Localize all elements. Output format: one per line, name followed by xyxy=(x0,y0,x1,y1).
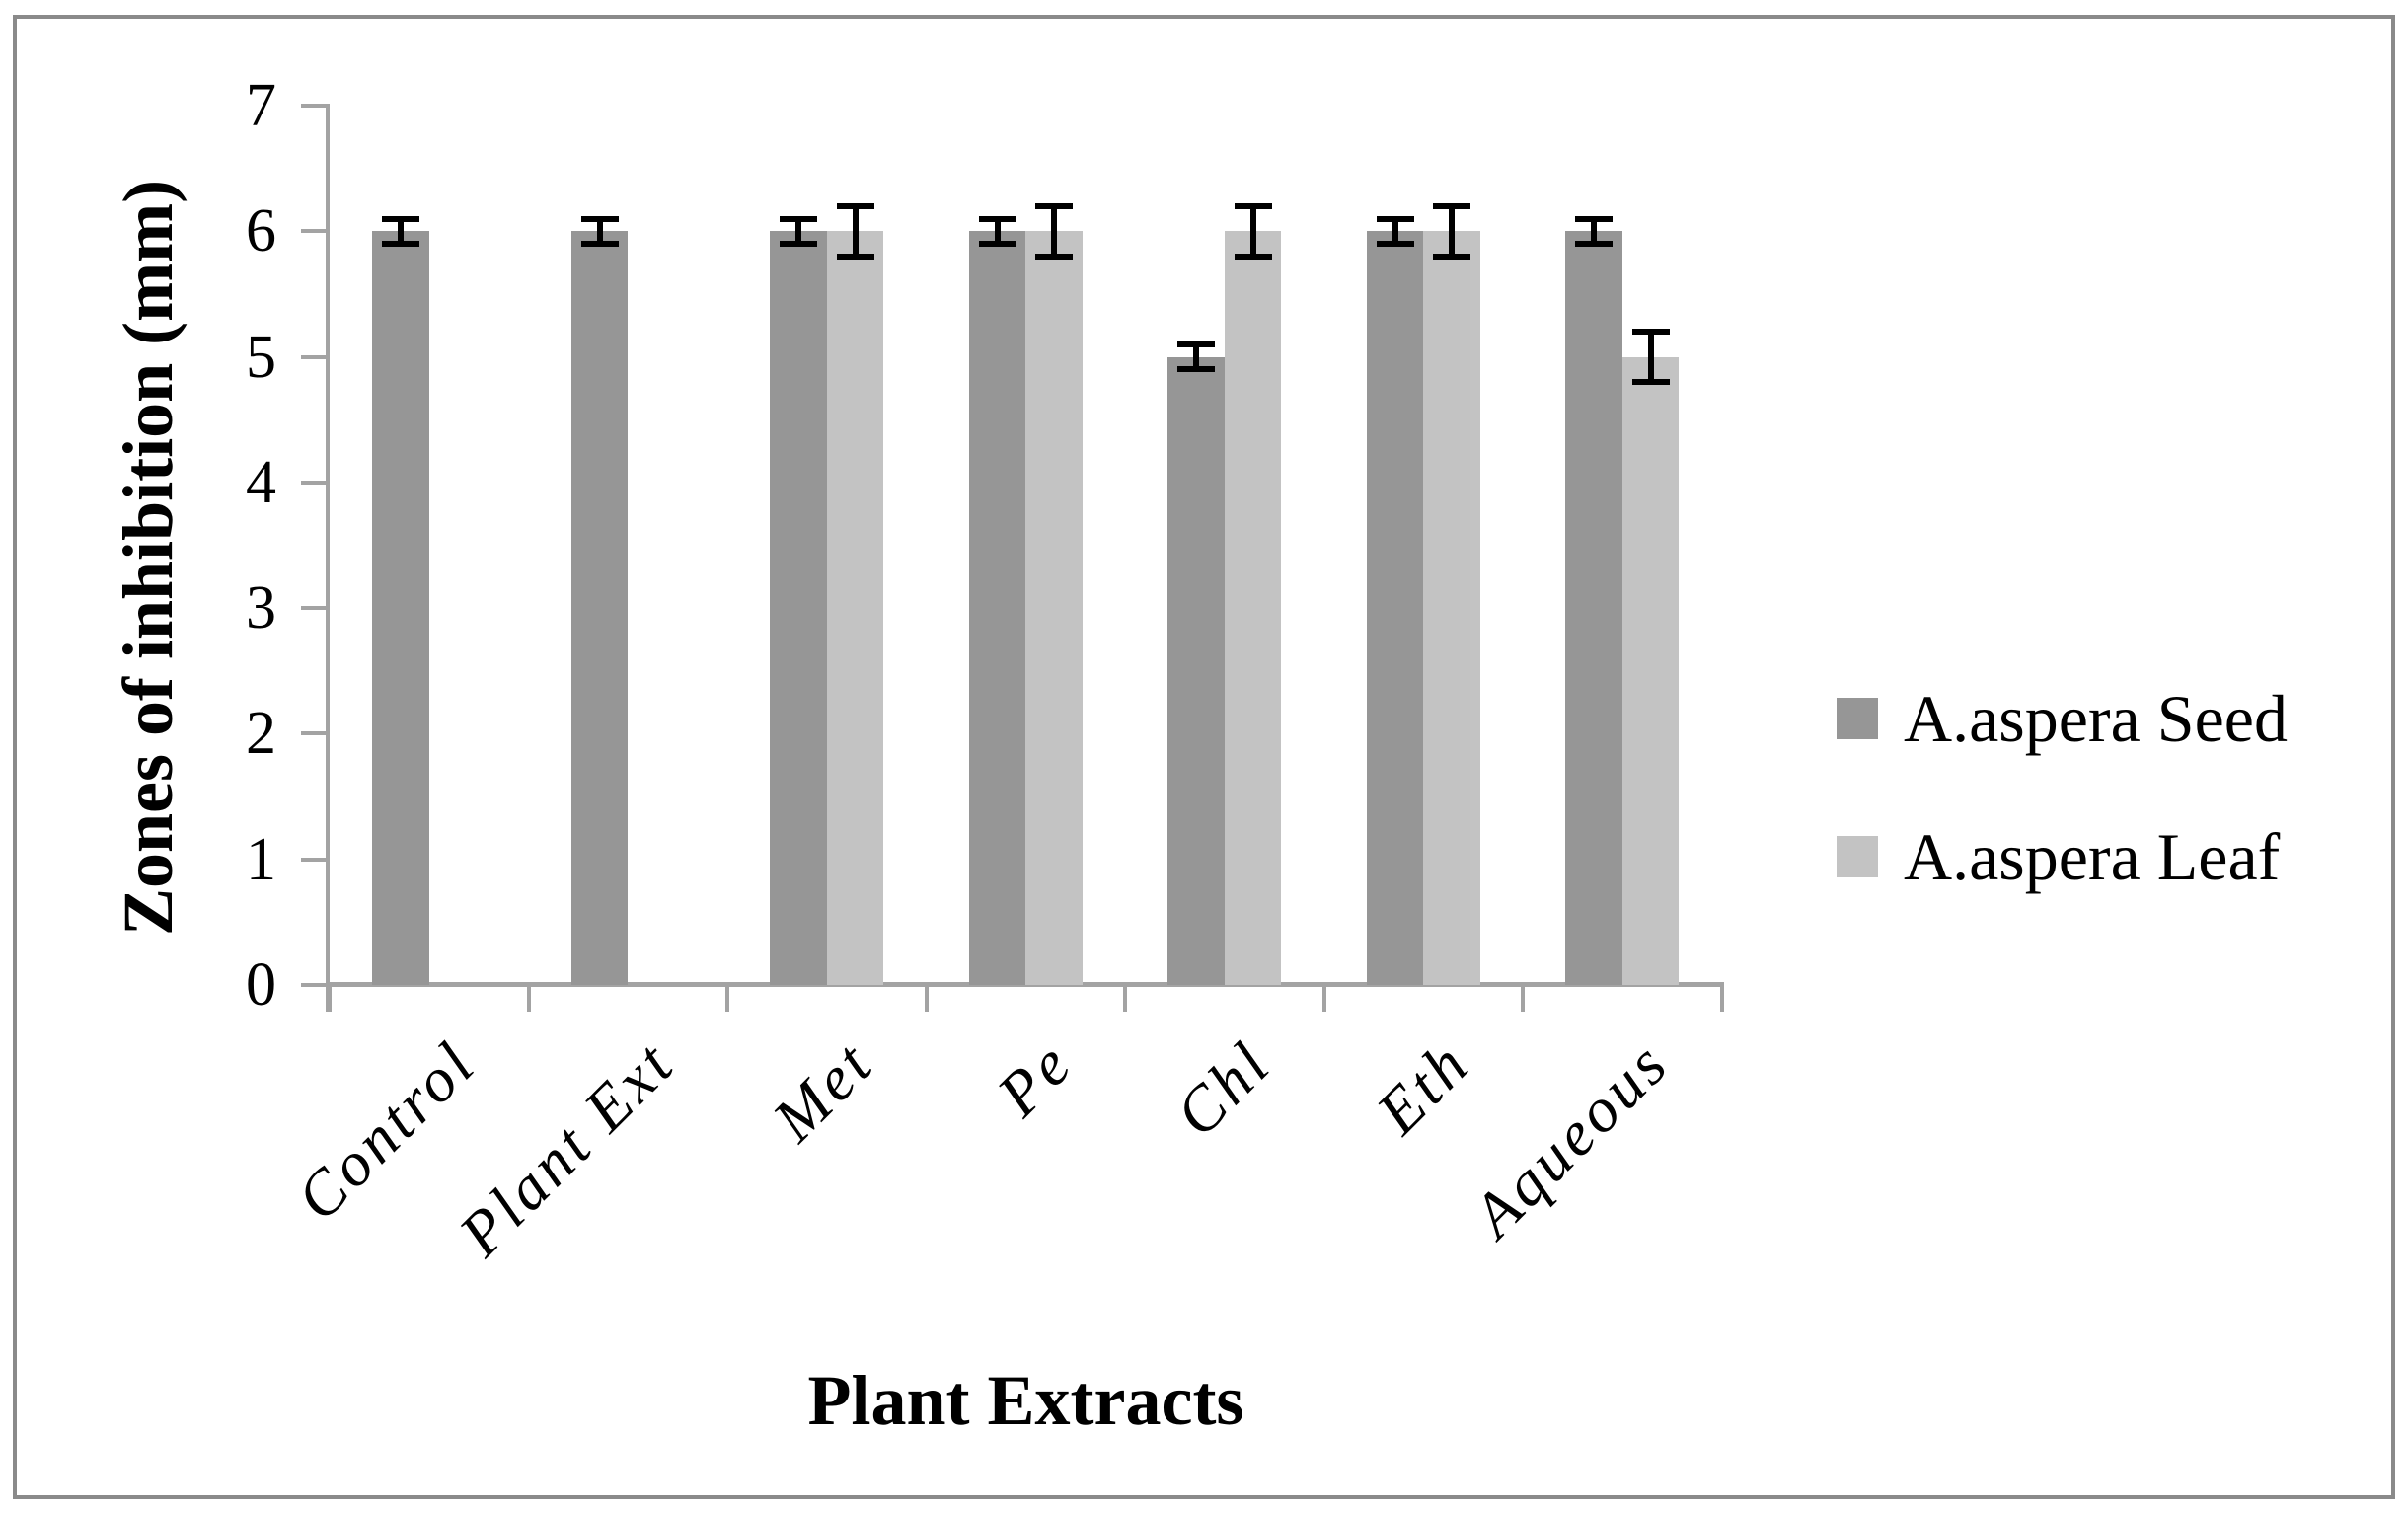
error-bar xyxy=(795,218,802,245)
legend-swatch-a-aspera-leaf xyxy=(1837,836,1878,877)
y-axis-title: Zones of inhibition (mm) xyxy=(109,179,188,937)
error-bar-cap-bottom xyxy=(1234,253,1272,260)
y-tick xyxy=(301,480,326,485)
error-bar-cap-bottom xyxy=(580,241,619,248)
error-bar-cap-bottom xyxy=(1433,253,1471,260)
error-bar-cap-bottom xyxy=(1177,366,1216,373)
bar-eth-a-aspera-seed xyxy=(1366,231,1424,985)
error-bar xyxy=(1392,218,1398,245)
error-bar-cap-top xyxy=(1234,202,1272,209)
y-tick-label: 6 xyxy=(246,197,276,265)
error-bar xyxy=(1449,205,1456,257)
x-category-label-met: Met xyxy=(759,1026,887,1155)
y-tick-label: 2 xyxy=(246,700,276,768)
error-bar-cap-top xyxy=(580,215,619,222)
error-bar-cap-top xyxy=(836,202,874,209)
error-bar-cap-bottom xyxy=(780,241,818,248)
y-axis-line xyxy=(326,104,330,1012)
error-bar-cap-bottom xyxy=(382,241,420,248)
y-tick-label: 3 xyxy=(246,574,276,643)
error-bar xyxy=(1193,343,1200,370)
error-bar xyxy=(1249,205,1256,257)
legend-label: A.aspera Seed xyxy=(1904,680,2288,756)
error-bar-cap-top xyxy=(1631,329,1670,336)
x-tick xyxy=(1521,985,1525,1012)
x-tick xyxy=(526,985,531,1012)
x-tick xyxy=(725,985,729,1012)
x-tick xyxy=(1123,985,1127,1012)
x-tick xyxy=(328,985,332,1012)
error-bar-cap-bottom xyxy=(836,253,874,260)
error-bar-cap-top xyxy=(978,215,1016,222)
y-tick xyxy=(301,731,326,736)
bar-aqueous-a-aspera-seed xyxy=(1565,231,1622,985)
bar-chl-a-aspera-seed xyxy=(1167,356,1225,985)
legend-label: A.aspera Leaf xyxy=(1904,818,2281,894)
error-bar xyxy=(994,218,1001,245)
bar-met-a-aspera-leaf xyxy=(826,231,884,985)
x-category-label-aqueous: Aqueous xyxy=(1459,1026,1683,1250)
error-bar-cap-bottom xyxy=(1575,241,1614,248)
x-category-label-pe: Pe xyxy=(983,1026,1087,1130)
error-bar xyxy=(1591,218,1598,245)
legend-swatch-a-aspera-seed xyxy=(1837,698,1878,739)
error-bar xyxy=(596,218,603,245)
y-tick xyxy=(301,606,326,611)
x-category-label-chl: Chl xyxy=(1162,1026,1285,1150)
legend: A.aspera Seed A.aspera Leaf xyxy=(1837,674,2288,950)
error-bar-cap-top xyxy=(1376,215,1414,222)
error-bar-cap-top xyxy=(780,215,818,222)
y-tick-label: 0 xyxy=(246,951,276,1019)
y-tick xyxy=(301,229,326,234)
error-bar-cap-bottom xyxy=(1035,253,1074,260)
error-bar-cap-bottom xyxy=(978,241,1016,248)
error-bar-cap-top xyxy=(1433,202,1471,209)
y-tick-label: 1 xyxy=(246,825,276,893)
bar-eth-a-aspera-leaf xyxy=(1423,231,1480,985)
x-axis-title: Plant Extracts xyxy=(807,1361,1244,1440)
y-tick xyxy=(301,983,326,987)
error-bar-cap-bottom xyxy=(1631,379,1670,386)
error-bar-cap-top xyxy=(382,215,420,222)
bar-pe-a-aspera-leaf xyxy=(1025,231,1083,985)
error-bar-cap-top xyxy=(1575,215,1614,222)
error-bar xyxy=(1647,332,1654,383)
bar-pe-a-aspera-seed xyxy=(968,231,1026,985)
y-tick xyxy=(301,857,326,862)
x-category-label-plant-ext: Plant Ext xyxy=(445,1026,689,1270)
x-tick xyxy=(924,985,929,1012)
bar-met-a-aspera-seed xyxy=(770,231,827,985)
error-bar-cap-bottom xyxy=(1376,241,1414,248)
error-bar xyxy=(852,205,859,257)
y-tick xyxy=(301,354,326,359)
y-tick-label: 7 xyxy=(246,72,276,140)
x-tick xyxy=(1719,985,1724,1012)
y-tick-label: 4 xyxy=(246,448,276,516)
bar-chl-a-aspera-leaf xyxy=(1224,231,1282,985)
error-bar xyxy=(1051,205,1058,257)
bar-aqueous-a-aspera-leaf xyxy=(1621,356,1680,985)
legend-item-a-aspera-seed: A.aspera Seed xyxy=(1837,674,2288,763)
legend-item-a-aspera-leaf: A.aspera Leaf xyxy=(1837,812,2288,901)
y-tick-label: 5 xyxy=(246,323,276,391)
bar-plant-ext-a-aspera-seed xyxy=(570,231,629,985)
x-category-label-eth: Eth xyxy=(1363,1026,1484,1148)
y-tick xyxy=(301,104,326,109)
error-bar-cap-top xyxy=(1177,341,1216,347)
error-bar-cap-top xyxy=(1035,202,1074,209)
bar-control-a-aspera-seed xyxy=(372,231,429,985)
error-bar xyxy=(398,218,405,245)
x-tick xyxy=(1321,985,1326,1012)
